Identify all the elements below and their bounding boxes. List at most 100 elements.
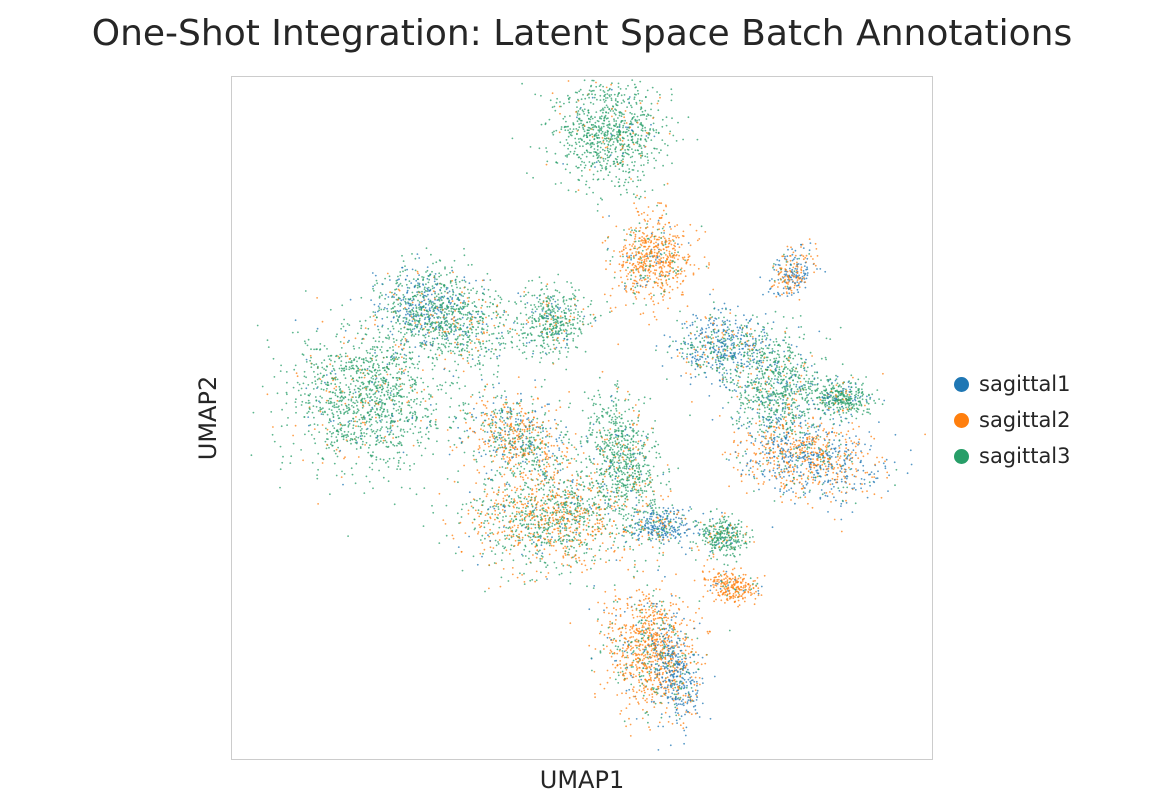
scatter-point <box>467 362 470 365</box>
scatter-point <box>591 117 594 120</box>
scatter-point <box>411 362 414 365</box>
scatter-point <box>398 368 401 371</box>
scatter-point <box>507 332 510 335</box>
scatter-point <box>658 258 661 261</box>
scatter-point <box>320 382 323 385</box>
scatter-point <box>544 312 546 315</box>
scatter-point <box>491 342 494 345</box>
scatter-point <box>631 161 633 164</box>
scatter-point <box>663 294 665 296</box>
scatter-point <box>540 357 543 359</box>
scatter-point <box>408 366 411 369</box>
scatter-point <box>560 126 563 128</box>
scatter-point <box>385 293 387 296</box>
scatter-point <box>385 426 388 429</box>
scatter-point <box>558 350 561 352</box>
scatter-point <box>622 152 624 155</box>
scatter-point <box>531 326 533 328</box>
scatter-point <box>281 408 283 411</box>
scatter-point <box>444 338 446 341</box>
scatter-point <box>362 372 365 374</box>
scatter-point <box>621 281 623 284</box>
scatter-point <box>504 534 506 537</box>
scatter-point <box>613 276 616 279</box>
scatter-point <box>633 83 636 86</box>
scatter-point <box>442 302 445 304</box>
scatter-point <box>559 479 562 481</box>
scatter-point <box>421 416 424 419</box>
scatter-point <box>583 113 586 115</box>
scatter-point <box>364 319 367 322</box>
scatter-point <box>458 281 461 283</box>
scatter-point <box>653 135 656 138</box>
scatter-point <box>668 278 670 280</box>
scatter-point <box>599 146 602 149</box>
scatter-point <box>548 352 550 354</box>
scatter-point <box>665 282 668 284</box>
scatter-point <box>441 337 444 340</box>
scatter-point <box>352 420 355 423</box>
scatter-point <box>602 109 605 111</box>
scatter-point <box>425 313 428 316</box>
scatter-point <box>422 397 425 400</box>
scatter-point <box>616 155 619 158</box>
scatter-point <box>408 401 410 404</box>
scatter-point <box>603 137 606 140</box>
scatter-point <box>437 315 440 318</box>
scatter-point <box>439 325 442 328</box>
scatter-point <box>650 123 652 126</box>
scatter-point <box>357 387 359 390</box>
scatter-point <box>545 482 548 484</box>
scatter-point <box>685 262 688 265</box>
scatter-point <box>304 290 307 292</box>
scatter-point <box>480 315 482 318</box>
scatter-point <box>679 283 682 285</box>
scatter-point <box>645 248 648 251</box>
scatter-point <box>313 423 316 425</box>
scatter-point <box>591 126 594 129</box>
scatter-point <box>658 236 661 239</box>
scatter-point <box>313 428 316 430</box>
scatter-point <box>588 498 590 500</box>
scatter-point <box>610 94 613 96</box>
scatter-point <box>531 355 534 358</box>
scatter-point <box>677 121 679 124</box>
scatter-point <box>629 248 631 251</box>
scatter-point <box>384 415 386 418</box>
scatter-point <box>311 411 314 414</box>
scatter-point <box>469 327 471 330</box>
scatter-point <box>647 206 650 208</box>
scatter-point <box>547 345 550 348</box>
scatter-point <box>573 332 575 335</box>
scatter-point <box>393 444 396 447</box>
scatter-point <box>658 223 661 225</box>
scatter-point <box>455 338 458 341</box>
scatter-point <box>421 290 423 293</box>
scatter-point <box>653 254 656 257</box>
scatter-point <box>547 456 550 459</box>
scatter-point <box>412 363 415 366</box>
scatter-point <box>654 272 656 275</box>
scatter-point <box>630 274 633 277</box>
scatter-point <box>373 346 376 348</box>
scatter-point <box>384 277 386 280</box>
scatter-point <box>524 286 527 289</box>
scatter-point <box>426 277 429 280</box>
scatter-point <box>542 509 545 512</box>
scatter-point <box>635 141 637 144</box>
scatter-point <box>400 434 403 437</box>
scatter-point <box>438 272 441 275</box>
scatter-point <box>313 437 316 440</box>
scatter-point <box>483 355 486 357</box>
scatter-point <box>335 389 337 391</box>
scatter-point <box>464 301 466 304</box>
scatter-point <box>330 409 333 411</box>
scatter-point <box>477 349 480 352</box>
scatter-point <box>282 455 284 458</box>
scatter-point <box>378 469 380 472</box>
scatter-point <box>361 381 364 384</box>
scatter-point <box>542 339 545 342</box>
scatter-point <box>640 274 643 277</box>
scatter-point <box>552 519 555 521</box>
scatter-point <box>329 430 331 433</box>
